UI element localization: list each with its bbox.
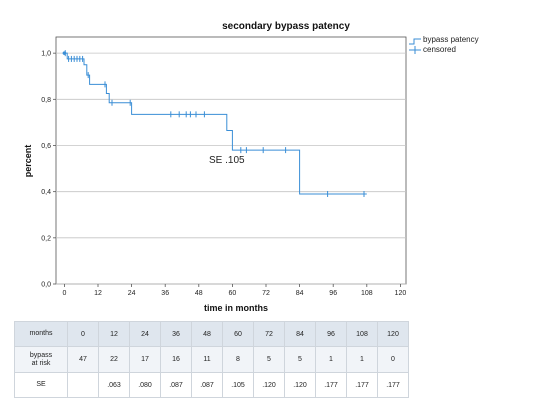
risk-table-at-risk-1: 22 [98, 346, 130, 373]
y-axis-label: percent [23, 145, 33, 178]
risk-table-at-risk-5: 8 [222, 346, 254, 373]
x-tick-label-1: 12 [94, 290, 102, 297]
gridlines [56, 52, 406, 285]
risk-table-at-risk-9: 1 [346, 346, 378, 373]
chart: secondary bypass patency 0,0 0,2 0,4 0,6 0,8… [23, 21, 479, 313]
y-tick-label-0: 0,0 [41, 282, 51, 289]
risk-table-se-3: .087 [160, 372, 192, 398]
start-point [62, 51, 67, 55]
risk-table-at-risk-8: 1 [315, 346, 347, 373]
y-axis-ticks: 0,0 0,2 0,4 0,6 0,8 1,0 [41, 51, 56, 289]
risk-table-header-label: months [14, 321, 68, 347]
risk-table-at-risk-row: bypass at risk 47 22 17 16 11 8 5 5 1 1 0 [14, 346, 409, 373]
x-tick-label-5: 60 [229, 290, 237, 297]
risk-table-month-3: 36 [160, 321, 192, 347]
y-tick-label-5: 1,0 [41, 51, 51, 58]
risk-table-se-6: .120 [253, 372, 285, 398]
risk-table-se-5: .105 [222, 372, 254, 398]
risk-table-at-risk-4: 11 [191, 346, 223, 373]
x-tick-label-4: 48 [195, 290, 203, 297]
censored-marks [62, 50, 365, 197]
risk-table-month-5: 60 [222, 321, 254, 347]
annotation-se: SE .105 [209, 155, 245, 166]
risk-table-se-8: .177 [315, 372, 347, 398]
y-tick-label-2: 0,4 [41, 189, 51, 196]
legend: bypass patency censored [409, 35, 479, 54]
legend-label-censored: censored [423, 45, 456, 54]
risk-table-se-1: .063 [98, 372, 130, 398]
risk-table-at-risk-10: 0 [377, 346, 409, 373]
risk-table-month-1: 12 [98, 321, 130, 347]
risk-table-month-0: 0 [67, 321, 99, 347]
risk-table-header-row: months 0 12 24 36 48 60 72 84 96 108 120 [14, 321, 409, 347]
x-axis-ticks: 0 12 24 36 48 60 72 84 96 108 120 [62, 284, 406, 297]
chart-title: secondary bypass patency [222, 21, 350, 32]
risk-table-se-row: SE .063.080.087.087.105.120.120.177.177.… [14, 372, 409, 398]
at-risk-label-line1: bypass [29, 351, 53, 359]
risk-table-month-7: 84 [284, 321, 316, 347]
risk-table-month-10: 120 [377, 321, 409, 347]
x-tick-label-8: 96 [329, 290, 337, 297]
risk-table-se-4: .087 [191, 372, 223, 398]
risk-table-month-8: 96 [315, 321, 347, 347]
x-tick-label-6: 72 [262, 290, 270, 297]
risk-table-at-risk-6: 5 [253, 346, 285, 373]
x-tick-label-9: 108 [361, 290, 373, 297]
risk-table-se-9: .177 [346, 372, 378, 398]
x-tick-label-2: 24 [128, 290, 136, 297]
risk-table-se-label: SE [14, 372, 68, 398]
legend-line-swatch [409, 38, 421, 45]
x-tick-label-10: 120 [395, 290, 407, 297]
x-axis-label: time in months [204, 303, 268, 313]
risk-table-month-4: 48 [191, 321, 223, 347]
x-tick-label-7: 84 [296, 290, 304, 297]
risk-table-se-10: .177 [377, 372, 409, 398]
risk-table-month-2: 24 [129, 321, 161, 347]
x-tick-label-3: 36 [161, 290, 169, 297]
risk-table-at-risk-7: 5 [284, 346, 316, 373]
risk-table: months 0 12 24 36 48 60 72 84 96 108 120 bypass at … [14, 321, 409, 398]
legend-label-bypass-patency: bypass patency [423, 35, 479, 44]
risk-table-month-9: 108 [346, 321, 378, 347]
legend-censor-swatch [409, 46, 421, 54]
risk-table-se-7: .120 [284, 372, 316, 398]
y-tick-label-4: 0,8 [41, 97, 51, 104]
risk-table-at-risk-label: bypass at risk [14, 346, 68, 373]
km-step-line-bypass-patency [64, 52, 367, 195]
risk-table-se-2: .080 [129, 372, 161, 398]
y-tick-label-3: 0,6 [41, 143, 51, 150]
risk-table-se-0 [67, 372, 99, 398]
risk-table-at-risk-2: 17 [129, 346, 161, 373]
at-risk-label-line2: at risk [31, 359, 51, 367]
y-tick-label-1: 0,2 [41, 235, 51, 242]
risk-table-at-risk-3: 16 [160, 346, 192, 373]
x-tick-label-0: 0 [62, 290, 66, 297]
risk-table-month-6: 72 [253, 321, 285, 347]
risk-table-at-risk-0: 47 [67, 346, 99, 373]
